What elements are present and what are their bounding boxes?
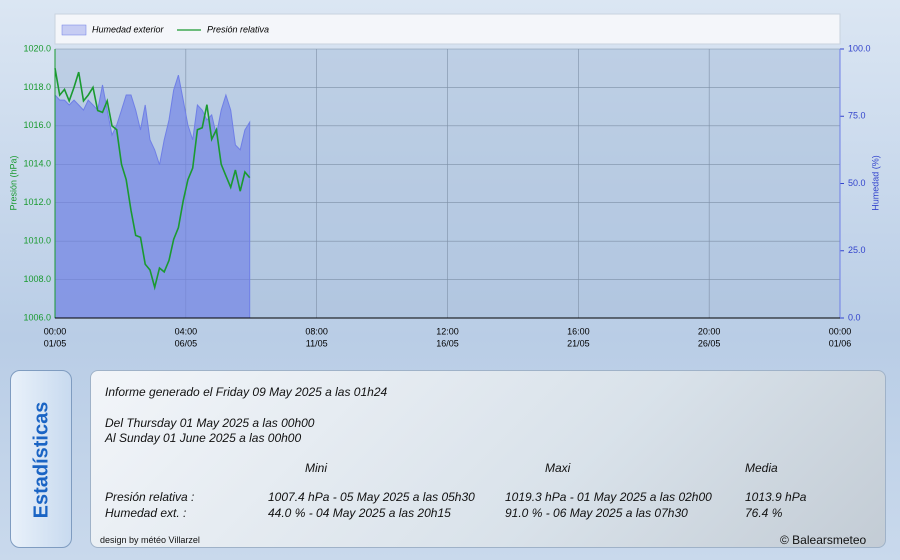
stats-tab[interactable]: Estadísticas (10, 370, 72, 548)
cell: 91.0 % - 06 May 2025 a las 07h30 (505, 506, 688, 520)
area (54, 74, 251, 319)
x-tick-date: 01/05 (44, 338, 67, 348)
legend-swatch (61, 24, 87, 36)
y2-tick-label: 100.0 (848, 43, 871, 53)
y-tick-label: 1014.0 (23, 159, 51, 169)
chart: Presión (hPa) Humedad (%) 1006.0 1008.0 10… (8, 13, 880, 348)
y2-axis-title: Humedad (%) (870, 155, 880, 211)
credit: design by météo Villarzel (100, 535, 200, 545)
line (54, 68, 251, 291)
x-tick-label: 16:00 (567, 326, 590, 336)
cell: 1019.3 hPa - 01 May 2025 a las 02h00 (505, 490, 712, 504)
x-tick-label: 12:00 (436, 326, 459, 336)
y-tick-label: 1012.0 (23, 197, 51, 207)
cell: 76.4 % (745, 506, 783, 520)
x-tick-date: 16/05 (436, 338, 459, 348)
y-tick-label: 1008.0 (23, 274, 51, 284)
legend-label: Humedad exterior (92, 24, 165, 34)
cell: 1013.9 hPa (745, 490, 807, 504)
stats-panel (90, 370, 886, 548)
legend-box (54, 13, 841, 45)
x-tick-date: 11/05 (306, 338, 328, 348)
period-from: Del Thursday 01 May 2025 a las 00h00 (105, 416, 315, 430)
period-to: Al Sunday 01 June 2025 a las 00h00 (105, 431, 302, 445)
x-tick-label: 08:00 (305, 326, 328, 336)
x-tick-date: 26/05 (698, 338, 721, 348)
y-tick-label: 1010.0 (23, 236, 51, 246)
header: Media (745, 461, 778, 475)
y2-tick-label: 25.0 (848, 245, 866, 255)
generated: Informe generado el Friday 09 May 2025 a… (105, 385, 388, 399)
y-tick-label: 1020.0 (23, 43, 51, 53)
y-tick-label: 1016.0 (23, 120, 51, 130)
copyright: © Balearsmeteo (780, 533, 867, 547)
legend-label: Presión relativa (207, 24, 269, 34)
y2-tick-label: 75.0 (848, 111, 866, 121)
cell: 1007.4 hPa - 05 May 2025 a las 05h30 (268, 490, 475, 504)
x-tick-label: 04:00 (175, 326, 198, 336)
x-tick-label: 00:00 (829, 326, 852, 336)
x-tick-label: 00:00 (44, 326, 67, 336)
y-axis-title: Presión (hPa) (8, 155, 18, 210)
x-tick-date: 21/05 (567, 338, 590, 348)
y2-tick-label: 0.0 (848, 312, 861, 322)
row-label: Humedad ext. : (105, 506, 187, 520)
header: Mini (305, 461, 328, 475)
row-label: Presión relativa : (105, 490, 195, 504)
x-tick-label: 20:00 (698, 326, 721, 336)
y-tick-label: 1006.0 (23, 312, 51, 322)
tab-label: Estadísticas (30, 401, 53, 519)
y2-tick-label: 50.0 (848, 178, 866, 188)
x-tick-date: 06/05 (175, 338, 198, 348)
x-tick-date: 01/06 (829, 338, 852, 348)
y-tick-label: 1018.0 (23, 82, 51, 92)
cell: 44.0 % - 04 May 2025 a las 20h15 (268, 506, 451, 520)
header: Maxi (545, 461, 571, 475)
